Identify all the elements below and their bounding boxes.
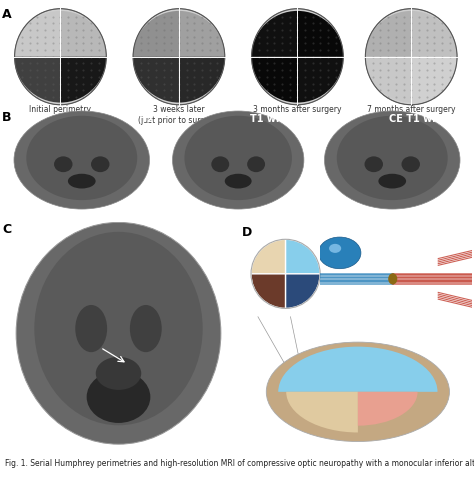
Wedge shape — [251, 240, 285, 275]
Text: CE T1: CE T1 — [195, 230, 226, 240]
Ellipse shape — [225, 174, 252, 189]
Ellipse shape — [401, 157, 420, 173]
Ellipse shape — [337, 117, 447, 201]
Text: B: B — [2, 111, 12, 124]
Text: CE T1 with FS: CE T1 with FS — [389, 113, 465, 123]
Ellipse shape — [378, 174, 406, 189]
Ellipse shape — [68, 174, 96, 189]
Wedge shape — [285, 240, 320, 275]
Ellipse shape — [252, 10, 343, 106]
Wedge shape — [411, 58, 457, 103]
Wedge shape — [133, 58, 179, 103]
Text: 3 weeks later
(just prior to surgery): 3 weeks later (just prior to surgery) — [137, 105, 220, 125]
Wedge shape — [286, 392, 358, 432]
Ellipse shape — [365, 157, 383, 173]
Ellipse shape — [75, 306, 107, 353]
Wedge shape — [15, 12, 61, 58]
Ellipse shape — [87, 371, 150, 423]
Wedge shape — [251, 275, 285, 309]
Wedge shape — [61, 12, 106, 58]
Wedge shape — [298, 58, 343, 103]
Wedge shape — [358, 392, 418, 426]
Ellipse shape — [16, 223, 221, 444]
Wedge shape — [411, 12, 457, 58]
Text: 7 months after surgery: 7 months after surgery — [367, 105, 456, 114]
Ellipse shape — [34, 232, 203, 425]
Wedge shape — [179, 12, 225, 58]
Ellipse shape — [14, 112, 150, 209]
Ellipse shape — [130, 306, 162, 353]
Ellipse shape — [324, 112, 460, 209]
Wedge shape — [252, 58, 298, 103]
Ellipse shape — [96, 357, 141, 390]
Text: A: A — [2, 8, 12, 21]
Ellipse shape — [91, 157, 109, 173]
Text: T1 with FS: T1 with FS — [250, 113, 309, 123]
Wedge shape — [15, 58, 61, 103]
Ellipse shape — [247, 157, 265, 173]
Ellipse shape — [388, 274, 397, 285]
Ellipse shape — [15, 10, 106, 106]
Wedge shape — [252, 12, 298, 58]
Wedge shape — [133, 12, 179, 58]
Ellipse shape — [365, 10, 457, 106]
Wedge shape — [365, 58, 411, 103]
Ellipse shape — [211, 157, 229, 173]
Circle shape — [329, 244, 341, 254]
Ellipse shape — [54, 157, 73, 173]
Wedge shape — [365, 12, 411, 58]
Ellipse shape — [26, 117, 137, 201]
Wedge shape — [298, 12, 343, 58]
Text: T2: T2 — [141, 113, 154, 123]
Ellipse shape — [173, 112, 304, 209]
Text: Initial perimetry: Initial perimetry — [29, 105, 91, 114]
Wedge shape — [278, 347, 438, 392]
Wedge shape — [179, 58, 225, 103]
Wedge shape — [60, 58, 106, 103]
Circle shape — [319, 237, 361, 269]
Text: Fig. 1. Serial Humphrey perimetries and high-resolution MRI of compressive optic: Fig. 1. Serial Humphrey perimetries and … — [5, 458, 474, 467]
Ellipse shape — [184, 117, 292, 201]
Text: 3 months after surgery: 3 months after surgery — [253, 105, 342, 114]
Wedge shape — [285, 275, 320, 309]
Ellipse shape — [266, 343, 449, 442]
Text: C: C — [2, 223, 11, 236]
Ellipse shape — [133, 10, 225, 106]
Text: D: D — [242, 225, 252, 238]
